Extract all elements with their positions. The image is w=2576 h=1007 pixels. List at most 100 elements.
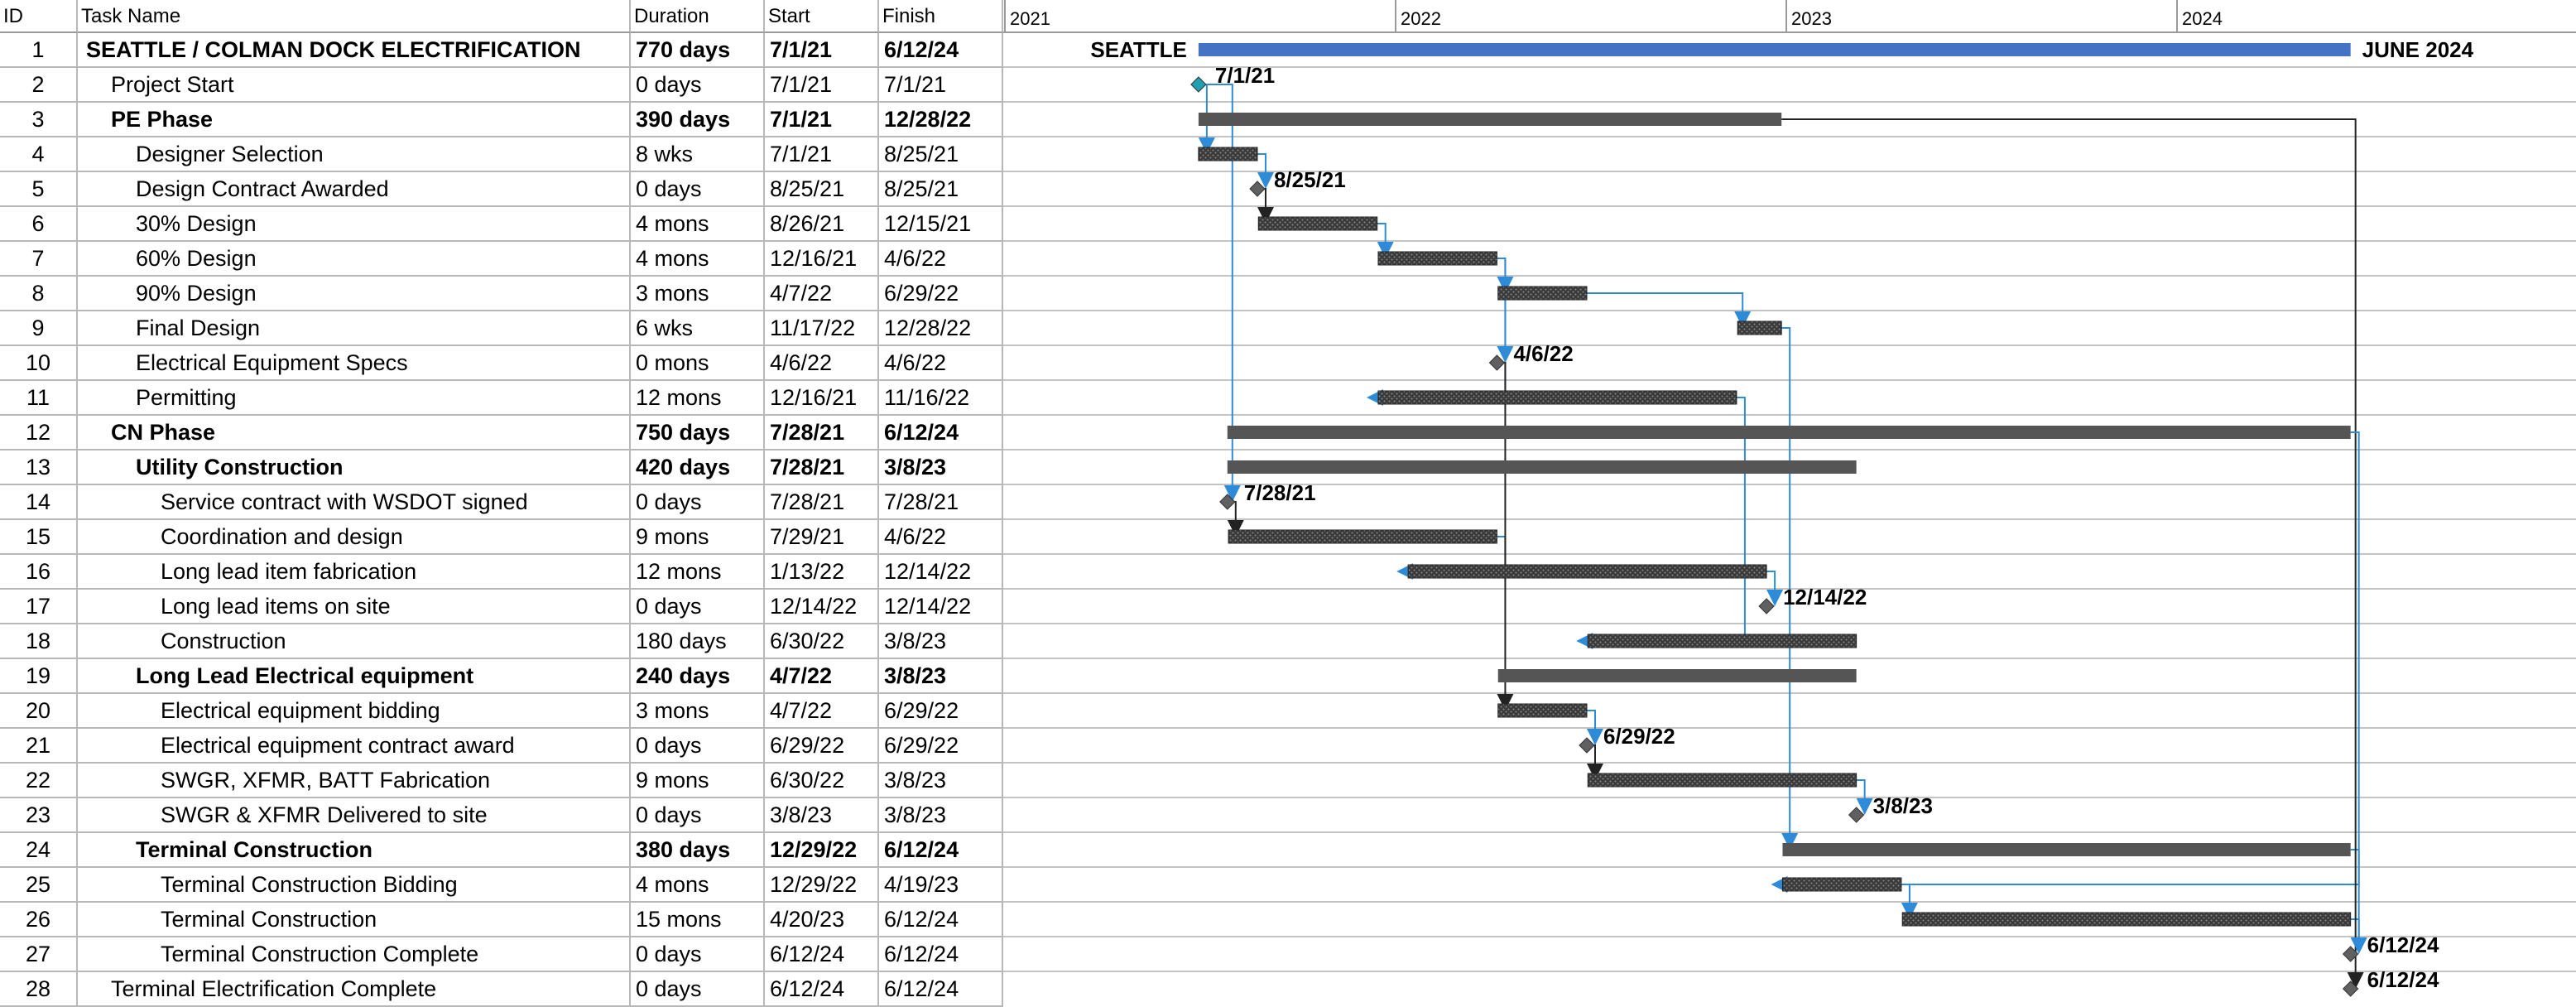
task-row[interactable]: 15 Coordination and design 9 mons 7/29/21 4/…	[0, 520, 1003, 555]
task-start-cell[interactable]: 4/7/22	[765, 694, 879, 727]
task-finish-cell[interactable]: 7/28/21	[879, 485, 1003, 518]
task-start-cell[interactable]: 12/29/22	[765, 868, 879, 901]
task-row[interactable]: 5 Design Contract Awarded 0 days 8/25/21 8/2…	[0, 172, 1003, 207]
task-duration-cell[interactable]: 0 days	[631, 68, 765, 101]
task-start-cell[interactable]: 12/16/21	[765, 381, 879, 414]
task-row[interactable]: 16 Long lead item fabrication 12 mons 1/13/…	[0, 555, 1003, 590]
task-start-cell[interactable]: 6/30/22	[765, 624, 879, 658]
task-duration-cell[interactable]: 12 mons	[631, 381, 765, 414]
task-name-cell[interactable]: Coordination and design	[78, 520, 631, 553]
task-finish-cell[interactable]: 4/6/22	[879, 346, 1003, 379]
task-id-cell[interactable]: 9	[0, 311, 78, 344]
task-name-cell[interactable]: Electrical equipment contract award	[78, 729, 631, 762]
task-start-cell[interactable]: 7/1/21	[765, 68, 879, 101]
task-id-cell[interactable]: 16	[0, 555, 78, 588]
task-name-cell[interactable]: SEATTLE / COLMAN DOCK ELECTRIFICATION	[78, 33, 631, 66]
task-duration-cell[interactable]: 4 mons	[631, 207, 765, 240]
task-start-cell[interactable]: 4/7/22	[765, 659, 879, 692]
task-start-cell[interactable]: 12/29/22	[765, 833, 879, 866]
task-row[interactable]: 28 Terminal Electrification Complete 0 day…	[0, 972, 1003, 1007]
task-finish-cell[interactable]: 4/19/23	[879, 868, 1003, 901]
task-row[interactable]: 7 60% Design 4 mons 12/16/21 4/6/22	[0, 242, 1003, 277]
task-duration-cell[interactable]: 0 mons	[631, 346, 765, 379]
task-name-cell[interactable]: Electrical Equipment Specs	[78, 346, 631, 379]
task-id-cell[interactable]: 28	[0, 972, 78, 1005]
task-id-cell[interactable]: 4	[0, 137, 78, 171]
task-name-cell[interactable]: Long lead item fabrication	[78, 555, 631, 588]
task-duration-cell[interactable]: 180 days	[631, 624, 765, 658]
task-finish-cell[interactable]: 4/6/22	[879, 520, 1003, 553]
task-duration-cell[interactable]: 390 days	[631, 103, 765, 136]
task-id-cell[interactable]: 12	[0, 416, 78, 449]
task-start-cell[interactable]: 4/6/22	[765, 346, 879, 379]
task-id-cell[interactable]: 21	[0, 729, 78, 762]
task-row[interactable]: 13 Utility Construction 420 days 7/28/21 3/8…	[0, 450, 1003, 485]
task-id-cell[interactable]: 3	[0, 103, 78, 136]
task-finish-cell[interactable]: 4/6/22	[879, 242, 1003, 275]
task-id-cell[interactable]: 25	[0, 868, 78, 901]
task-name-cell[interactable]: SWGR & XFMR Delivered to site	[78, 798, 631, 831]
task-name-cell[interactable]: 60% Design	[78, 242, 631, 275]
task-finish-cell[interactable]: 12/14/22	[879, 590, 1003, 623]
task-finish-cell[interactable]: 3/8/23	[879, 764, 1003, 797]
task-finish-cell[interactable]: 7/1/21	[879, 68, 1003, 101]
task-duration-cell[interactable]: 0 days	[631, 972, 765, 1005]
task-id-cell[interactable]: 27	[0, 937, 78, 971]
task-name-cell[interactable]: Long lead items on site	[78, 590, 631, 623]
task-duration-cell[interactable]: 0 days	[631, 729, 765, 762]
task-name-cell[interactable]: CN Phase	[78, 416, 631, 449]
task-start-cell[interactable]: 7/1/21	[765, 33, 879, 66]
task-row[interactable]: 6 30% Design 4 mons 8/26/21 12/15/21	[0, 207, 1003, 242]
task-start-cell[interactable]: 3/8/23	[765, 798, 879, 831]
task-id-cell[interactable]: 14	[0, 485, 78, 518]
task-start-cell[interactable]: 12/16/21	[765, 242, 879, 275]
task-row[interactable]: 14 Service contract with WSDOT signed 0 da…	[0, 485, 1003, 520]
task-start-cell[interactable]: 7/28/21	[765, 416, 879, 449]
task-duration-cell[interactable]: 0 days	[631, 485, 765, 518]
task-row[interactable]: 25 Terminal Construction Bidding 4 mons 12/…	[0, 868, 1003, 903]
task-name-cell[interactable]: Terminal Construction	[78, 903, 631, 936]
task-row[interactable]: 27 Terminal Construction Complete 0 days 6/…	[0, 937, 1003, 972]
task-finish-cell[interactable]: 3/8/23	[879, 798, 1003, 831]
task-start-cell[interactable]: 4/7/22	[765, 277, 879, 310]
task-id-cell[interactable]: 7	[0, 242, 78, 275]
task-name-cell[interactable]: Terminal Construction Bidding	[78, 868, 631, 901]
task-name-cell[interactable]: Utility Construction	[78, 450, 631, 484]
task-row[interactable]: 11 Permitting 12 mons 12/16/21 11/16/22	[0, 381, 1003, 416]
task-start-cell[interactable]: 7/1/21	[765, 137, 879, 171]
task-id-cell[interactable]: 6	[0, 207, 78, 240]
task-start-cell[interactable]: 7/28/21	[765, 450, 879, 484]
task-name-cell[interactable]: Terminal Construction Complete	[78, 937, 631, 971]
task-finish-cell[interactable]: 6/12/24	[879, 903, 1003, 936]
task-id-cell[interactable]: 19	[0, 659, 78, 692]
task-row[interactable]: 20 Electrical equipment bidding 3 mons 4/7/…	[0, 694, 1003, 729]
task-finish-cell[interactable]: 3/8/23	[879, 450, 1003, 484]
task-duration-cell[interactable]: 3 mons	[631, 694, 765, 727]
task-row[interactable]: 18 Construction 180 days 6/30/22 3/8/23	[0, 624, 1003, 659]
task-finish-cell[interactable]: 6/12/24	[879, 416, 1003, 449]
task-name-cell[interactable]: Permitting	[78, 381, 631, 414]
task-finish-cell[interactable]: 6/29/22	[879, 694, 1003, 727]
column-header-duration[interactable]: Duration	[631, 0, 765, 33]
task-row[interactable]: 12 CN Phase 750 days 7/28/21 6/12/24	[0, 416, 1003, 450]
task-start-cell[interactable]: 12/14/22	[765, 590, 879, 623]
task-start-cell[interactable]: 6/29/22	[765, 729, 879, 762]
column-header-start[interactable]: Start	[765, 0, 879, 33]
task-finish-cell[interactable]: 12/28/22	[879, 311, 1003, 344]
task-start-cell[interactable]: 11/17/22	[765, 311, 879, 344]
task-row[interactable]: 1 SEATTLE / COLMAN DOCK ELECTRIFICATION 77…	[0, 33, 1003, 68]
task-duration-cell[interactable]: 770 days	[631, 33, 765, 66]
task-duration-cell[interactable]: 380 days	[631, 833, 765, 866]
task-name-cell[interactable]: 30% Design	[78, 207, 631, 240]
column-header-finish[interactable]: Finish	[879, 0, 1003, 33]
task-row[interactable]: 10 Electrical Equipment Specs 0 mons 4/6/22…	[0, 346, 1003, 381]
task-row[interactable]: 4 Designer Selection 8 wks 7/1/21 8/25/21	[0, 137, 1003, 172]
task-start-cell[interactable]: 4/20/23	[765, 903, 879, 936]
task-id-cell[interactable]: 10	[0, 346, 78, 379]
task-id-cell[interactable]: 18	[0, 624, 78, 658]
task-duration-cell[interactable]: 8 wks	[631, 137, 765, 171]
task-name-cell[interactable]: Project Start	[78, 68, 631, 101]
task-id-cell[interactable]: 23	[0, 798, 78, 831]
task-id-cell[interactable]: 24	[0, 833, 78, 866]
task-row[interactable]: 17 Long lead items on site 0 days 12/14/22 1…	[0, 590, 1003, 624]
